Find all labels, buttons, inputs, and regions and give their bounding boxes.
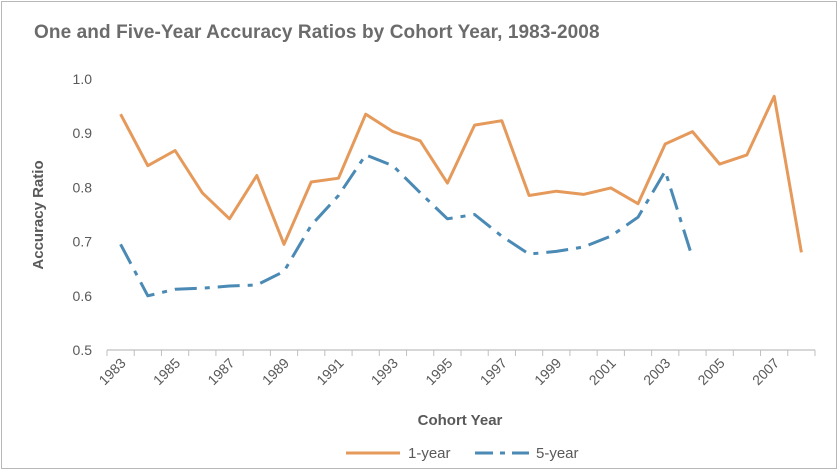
x-tick-label: 2003 [640,355,673,388]
y-tick-label: 0.8 [73,179,93,195]
y-tick-label: 0.7 [73,234,93,250]
y-tick-label: 1.0 [73,71,93,87]
x-tick-label: 1983 [95,355,128,388]
series-line-1-year [119,94,803,253]
x-axis [106,349,816,356]
y-axis-title: Accuracy Ratio [30,160,47,269]
x-tick-label: 1993 [368,355,401,388]
series-line-5-year [119,153,694,298]
y-tick-label: 0.6 [73,288,93,304]
x-tick-label: 1987 [204,355,237,388]
legend-label-1-year: 1-year [408,445,451,462]
y-axis-ticks: 0.5 0.6 0.7 0.8 0.9 1.0 [73,71,93,358]
x-tick-label: 1997 [477,355,510,388]
x-tick-label: 2001 [586,355,619,388]
x-tick-label: 1991 [313,355,346,388]
x-tick-label: 1989 [259,355,292,388]
y-tick-label: 0.5 [73,342,93,358]
x-tick-label: 1999 [531,355,564,388]
x-axis-ticks: 1983 1985 1987 1989 1991 1993 1995 1997 1999 2001… [95,355,782,388]
x-axis-title: Cohort Year [418,412,503,429]
chart-title: One and Five-Year Accuracy Ratios by Coh… [34,22,600,43]
y-tick-label: 0.9 [73,125,93,141]
legend: 1-year 5-year [346,445,579,462]
x-tick-label: 2005 [694,355,727,388]
series-layer [119,94,803,298]
x-tick-label: 1995 [422,355,455,388]
legend-label-5-year: 5-year [536,445,579,462]
x-tick-label: 1985 [150,355,183,388]
x-tick-label: 2007 [749,355,782,388]
